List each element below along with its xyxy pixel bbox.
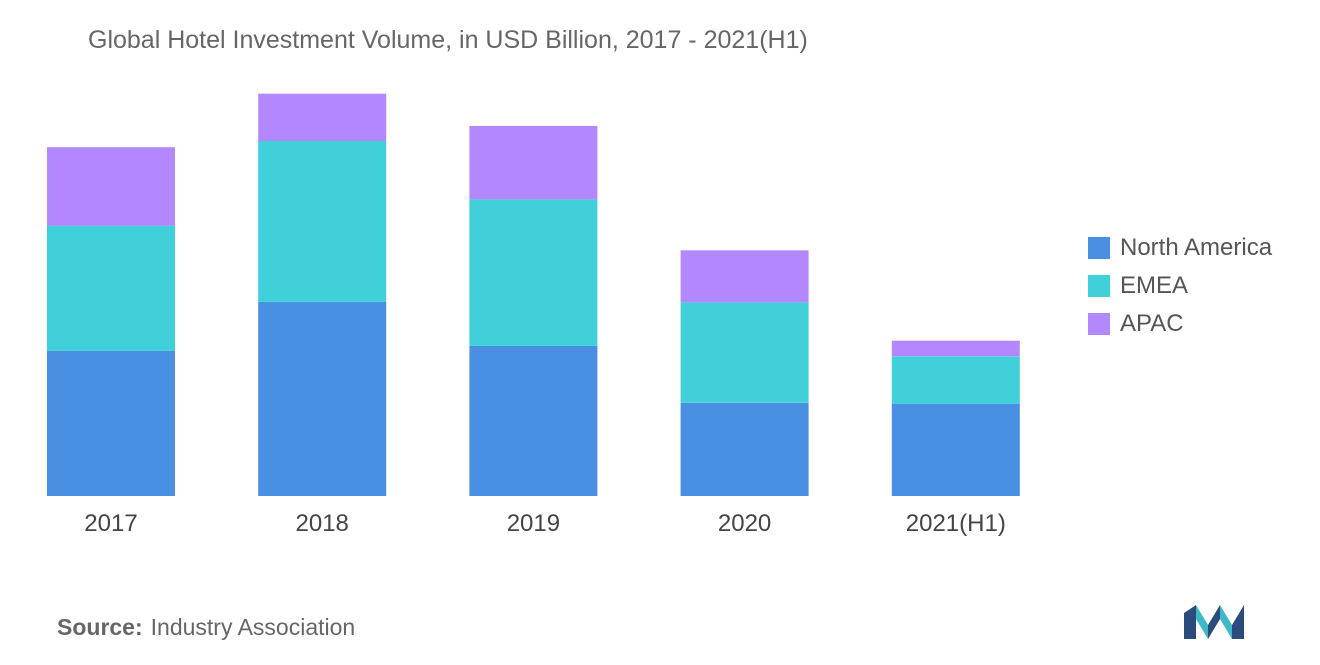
bar-north-america-2020 [680, 402, 809, 496]
brand-logo-icon [1184, 605, 1244, 639]
legend-item: APAC [1088, 305, 1272, 343]
bar-apac-2018 [258, 93, 387, 141]
source-label: Source: [57, 614, 143, 640]
x-tick-label: 2021(H1) [906, 510, 1006, 537]
bar-emea-2018 [258, 141, 387, 302]
legend-swatch [1088, 313, 1110, 335]
bar-apac-2020 [680, 250, 809, 303]
bars-group [47, 93, 1020, 496]
source-note: Source: Industry Association [57, 614, 355, 641]
bar-emea-2021-h1- [891, 356, 1020, 404]
bar-emea-2017 [47, 225, 175, 351]
legend-label: North America [1120, 234, 1273, 261]
legend-swatch [1088, 275, 1110, 297]
legend-item: North America [1088, 229, 1272, 267]
legend-item: EMEA [1088, 267, 1272, 305]
bar-apac-2021-h1- [891, 340, 1020, 357]
source-text: Industry Association [150, 614, 356, 640]
legend-swatch [1088, 237, 1110, 259]
chart-legend: North America EMEA APAC [1088, 229, 1272, 343]
bar-apac-2017 [47, 147, 175, 226]
bar-north-america-2021-h1- [891, 403, 1020, 496]
bar-north-america-2017 [47, 350, 175, 496]
bar-north-america-2019 [469, 346, 598, 496]
legend-label: APAC [1120, 310, 1184, 337]
bar-apac-2019 [469, 125, 598, 200]
x-tick-label: 2018 [296, 510, 349, 537]
bar-emea-2020 [680, 302, 809, 403]
x-tick-label: 2019 [507, 510, 560, 537]
bar-north-america-2018 [258, 301, 387, 496]
x-tick-label: 2017 [84, 510, 137, 537]
bar-emea-2019 [469, 199, 598, 346]
x-tick-label: 2020 [718, 510, 771, 537]
legend-label: EMEA [1120, 272, 1189, 299]
chart-title: Global Hotel Investment Volume, in USD B… [88, 26, 808, 54]
x-axis-ticks: 2017 2018 2019 2020 2021(H1) [84, 510, 1006, 537]
